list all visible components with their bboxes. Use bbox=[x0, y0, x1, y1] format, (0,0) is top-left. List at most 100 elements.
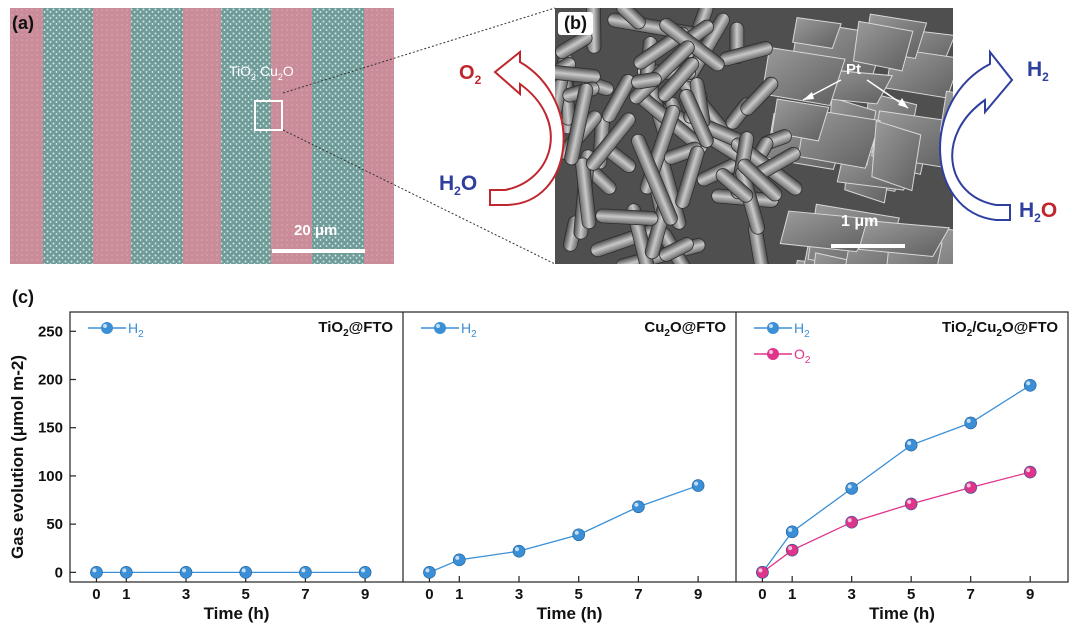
x-tick-label: 1 bbox=[122, 586, 130, 603]
material-left: TiO bbox=[229, 63, 252, 79]
data-point-highlight bbox=[455, 555, 460, 560]
data-point-highlight bbox=[788, 546, 793, 551]
legend-marker bbox=[767, 348, 779, 360]
data-point-H2 bbox=[632, 500, 645, 514]
data-point-highlight bbox=[1026, 381, 1031, 386]
material-left-sub: 2 bbox=[251, 71, 257, 82]
h2-text: H bbox=[1027, 58, 1043, 81]
tio2-nanorod bbox=[659, 237, 694, 262]
data-point-O2 bbox=[845, 515, 858, 529]
x-tick-label: 5 bbox=[907, 586, 915, 603]
cu2o-plate bbox=[779, 210, 875, 253]
x-axis-label: Time (h) bbox=[204, 604, 270, 623]
data-point-highlight bbox=[847, 484, 852, 489]
tio2-nanorod bbox=[575, 157, 597, 230]
data-point-H2 bbox=[423, 566, 436, 579]
data-point-highlight bbox=[847, 518, 852, 523]
y-axis-label: Gas evolution (μmol m-2) bbox=[8, 355, 27, 559]
reaction-o2: O2 bbox=[459, 62, 481, 87]
cu2o-stripe bbox=[43, 8, 93, 264]
panel-b-label-box: (b) bbox=[558, 12, 593, 35]
tio2-nanorod bbox=[740, 76, 779, 116]
tio2-nanorod bbox=[555, 63, 601, 84]
material-labels: TiO2 Cu2O bbox=[229, 63, 294, 82]
reaction-h2o-right: H2O bbox=[1019, 199, 1057, 225]
h2o-left-h: H bbox=[439, 172, 455, 195]
data-point-H2 bbox=[120, 566, 133, 579]
data-point-O2 bbox=[1023, 465, 1037, 479]
material-right-sub: 2 bbox=[277, 71, 283, 82]
legend-label: O2 bbox=[794, 346, 811, 366]
cu2o-stripe bbox=[221, 8, 271, 264]
legend-label: H2 bbox=[794, 320, 810, 340]
data-point-highlight bbox=[122, 568, 127, 573]
y-tick-label: 200 bbox=[38, 372, 63, 389]
reaction-h2o-left: H2O bbox=[439, 172, 477, 198]
cu2o-plate bbox=[852, 20, 914, 72]
tio2-nanorod bbox=[679, 89, 714, 148]
data-point-highlight bbox=[694, 481, 699, 486]
data-point-highlight bbox=[574, 530, 579, 535]
stripe-micrograph bbox=[10, 8, 394, 264]
scale-bar-b: 1 μm bbox=[841, 213, 879, 230]
reaction-h2: H2 bbox=[1027, 58, 1049, 84]
cu2o-stripe bbox=[131, 8, 183, 264]
x-tick-label: 1 bbox=[788, 586, 796, 603]
chart-title: Cu2O@FTO bbox=[644, 319, 726, 339]
data-point-H2 bbox=[785, 525, 799, 539]
data-point-highlight bbox=[907, 441, 912, 446]
material-right-end: O bbox=[282, 63, 294, 79]
data-point-H2 bbox=[691, 479, 705, 492]
x-tick-label: 0 bbox=[758, 586, 766, 603]
legend-marker-highlight bbox=[769, 350, 773, 354]
y-tick-label: 100 bbox=[38, 468, 63, 485]
data-point-highlight bbox=[788, 527, 793, 532]
x-tick-label: 5 bbox=[575, 586, 583, 603]
x-tick-label: 0 bbox=[92, 586, 100, 603]
data-point-highlight bbox=[758, 568, 763, 573]
data-point-H2 bbox=[964, 416, 977, 430]
x-tick-label: 7 bbox=[967, 586, 975, 603]
data-point-H2 bbox=[1023, 378, 1037, 392]
sem-image bbox=[555, 8, 953, 264]
x-tick-label: 7 bbox=[634, 586, 642, 603]
oxygen-cycle-arrow bbox=[489, 49, 565, 206]
tio2-nanorod bbox=[585, 112, 636, 171]
y-tick-label: 0 bbox=[55, 564, 63, 581]
series-line-O2 bbox=[762, 471, 1031, 573]
cu2o-stripe bbox=[312, 8, 364, 264]
tio2-nanorod bbox=[616, 8, 646, 30]
data-point-H2 bbox=[239, 566, 253, 579]
tio2-nanorod bbox=[657, 57, 700, 102]
x-tick-label: 3 bbox=[182, 586, 190, 603]
data-point-O2 bbox=[964, 481, 977, 494]
data-point-H2 bbox=[572, 528, 586, 542]
x-axis-label: Time (h) bbox=[869, 604, 935, 623]
data-point-highlight bbox=[241, 568, 246, 573]
chart-frame bbox=[69, 311, 1069, 583]
x-tick-label: 7 bbox=[301, 586, 309, 603]
data-point-H2 bbox=[453, 553, 466, 567]
data-point-H2 bbox=[90, 566, 103, 579]
cu2o-plate bbox=[813, 252, 857, 264]
data-point-O2 bbox=[756, 566, 769, 579]
cu2o-plate bbox=[761, 46, 846, 107]
data-point-highlight bbox=[301, 568, 306, 573]
data-point-H2 bbox=[845, 482, 858, 495]
data-point-H2 bbox=[904, 438, 918, 452]
y-tick-label: 150 bbox=[38, 420, 63, 437]
x-tick-label: 3 bbox=[515, 586, 523, 603]
tio2-nanorod bbox=[595, 208, 659, 226]
h2o-right-h: H bbox=[1019, 199, 1035, 222]
h2o-right-sub: 2 bbox=[1034, 211, 1041, 226]
o2-sub: 2 bbox=[474, 73, 482, 87]
data-point-highlight bbox=[361, 568, 366, 573]
pt-annotation: Pt bbox=[846, 61, 861, 78]
data-point-highlight bbox=[182, 568, 187, 573]
x-tick-label: 0 bbox=[425, 586, 433, 603]
tio2-nanorod bbox=[675, 145, 705, 209]
chart-title: TiO2/Cu2O@FTO bbox=[942, 319, 1058, 339]
h2o-left-o: O bbox=[460, 172, 478, 195]
tio2-nanorod bbox=[631, 72, 662, 90]
